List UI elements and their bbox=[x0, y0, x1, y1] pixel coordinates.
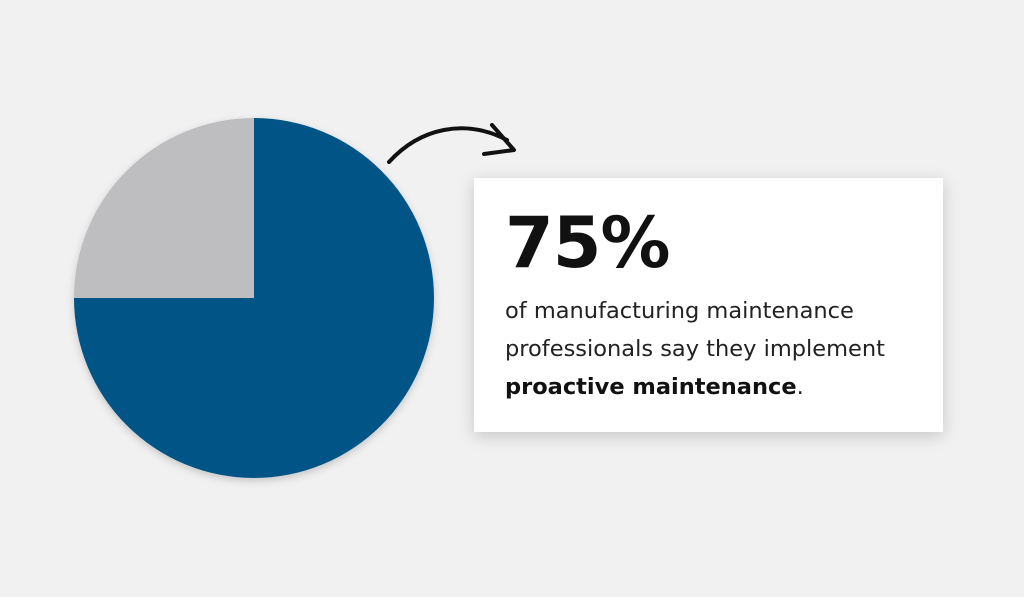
stat-value: 75% bbox=[505, 202, 671, 284]
stat-text-after: . bbox=[796, 374, 804, 400]
stat-card: 75% of manufacturing maintenance profess… bbox=[474, 178, 943, 432]
pie-slice-2 bbox=[74, 118, 254, 298]
stat-text-before: of manufacturing maintenance professiona… bbox=[505, 298, 885, 362]
stat-highlight: proactive maintenance bbox=[505, 374, 797, 400]
stat-description: of manufacturing maintenance professiona… bbox=[505, 292, 923, 406]
